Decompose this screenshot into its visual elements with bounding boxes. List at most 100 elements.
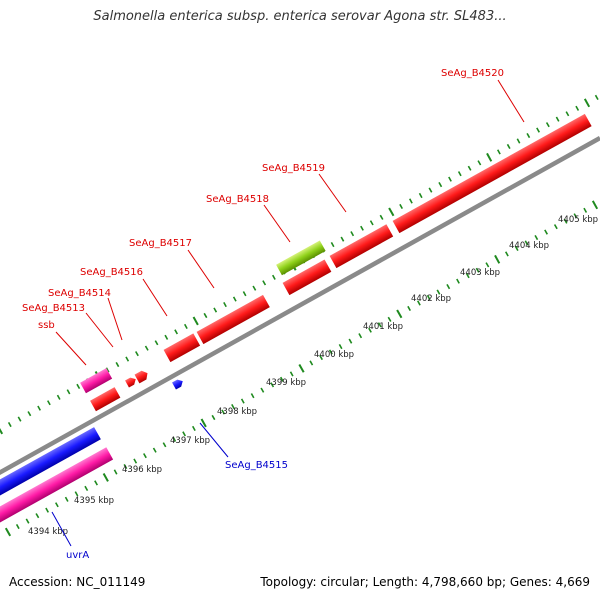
tick-mark [66,389,71,395]
tick-mark [368,327,372,333]
tick-mark [416,300,421,306]
gene-label-seag-b4518: SeAg_B4518 [206,194,269,205]
scale-label: 4405 kbp [558,215,598,225]
tick-mark [575,105,580,111]
gene-feature-red-small-1 [125,377,136,388]
tick-mark [115,362,120,368]
scale-label: 4401 kbp [363,322,403,332]
tick-mark [545,122,550,128]
tick-mark [358,333,363,339]
tick-mark [64,496,69,502]
tick-mark [242,291,247,297]
tick-mark [289,371,294,377]
tick-mark [123,464,128,470]
tick-mark [328,349,333,355]
tick-mark [504,251,509,257]
gene-feature-red-b4519 [329,224,394,269]
tick-mark [486,152,493,162]
leader-line-b4513 [85,312,114,348]
gene-feature-red-small-2 [134,370,148,384]
tick-mark [56,394,61,400]
leader-line-b4515 [199,422,229,458]
gene-feature-red-ssb [90,387,121,412]
tick-mark [553,224,558,230]
gene-label-seag-b4514: SeAg_B4514 [48,288,111,299]
scale-label: 4403 kbp [460,268,500,278]
tick-mark [4,527,12,537]
tick-mark [102,473,109,482]
leader-line-uvra [51,511,72,547]
scale-label: 4397 kbp [170,436,210,446]
tick-mark [555,116,560,122]
scale-label: 4404 kbp [509,241,549,251]
tick-mark [426,294,431,301]
tick-mark [477,160,482,166]
leader-line-b4517 [187,249,215,289]
genome-stats-text: Topology: circular; Length: 4,798,660 bp… [260,575,590,589]
tick-mark [105,367,110,373]
tick-mark [279,376,284,382]
tick-mark [154,340,159,346]
tick-mark [583,98,591,108]
gene-feature-blue-small [172,379,183,390]
tick-mark [467,165,472,171]
tick-mark [143,453,147,459]
tick-mark [182,431,186,437]
tick-mark [526,133,531,139]
tick-mark [15,524,20,530]
gene-feature-red-b4518 [282,259,332,296]
upper-tick-track [0,94,599,435]
tick-mark [456,278,460,284]
tick-mark [594,94,599,100]
tick-mark [563,218,568,224]
gene-feature-red-b4516 [163,333,201,363]
tick-mark [35,513,40,519]
tick-mark [506,143,511,149]
lower-tick-track [4,200,599,537]
gene-feature-pink-short [80,368,113,394]
tick-mark [340,236,345,242]
tick-mark [485,262,490,268]
tick-mark [457,171,462,177]
tick-mark [379,214,384,220]
tick-mark [330,242,335,248]
tick-mark [162,442,167,448]
tick-mark [84,485,89,491]
tick-mark [45,507,50,513]
scale-label: 4395 kbp [74,496,114,506]
tick-mark [133,458,138,464]
tick-mark [271,274,276,280]
tick-mark [428,187,433,193]
tick-mark [408,198,413,204]
tick-mark [544,229,548,235]
tick-mark [565,111,570,117]
tick-mark [94,480,98,486]
gene-feature-red-b4517 [196,294,270,345]
scale-label: 4398 kbp [217,407,257,417]
scale-label: 4400 kbp [314,350,354,360]
gene-label-seag-b4517: SeAg_B4517 [129,238,192,249]
tick-mark [298,364,305,373]
tick-mark [7,422,12,428]
scale-label: 4399 kbp [266,378,306,388]
leader-line-b4518 [263,204,291,243]
tick-mark [211,414,216,421]
leader-line-b4519 [318,173,347,213]
tick-mark [573,213,578,219]
tick-mark [360,225,364,231]
tick-mark [514,245,519,251]
tick-mark [25,518,30,524]
tick-mark [192,316,199,326]
tick-mark [436,289,441,295]
tick-mark [191,425,196,431]
tick-mark [260,387,265,393]
tick-mark [388,207,395,217]
tick-mark [250,393,255,399]
tick-mark [591,200,599,210]
tick-mark [144,345,149,351]
tick-mark [164,334,169,340]
tick-mark [369,220,374,226]
tick-mark [213,307,218,313]
